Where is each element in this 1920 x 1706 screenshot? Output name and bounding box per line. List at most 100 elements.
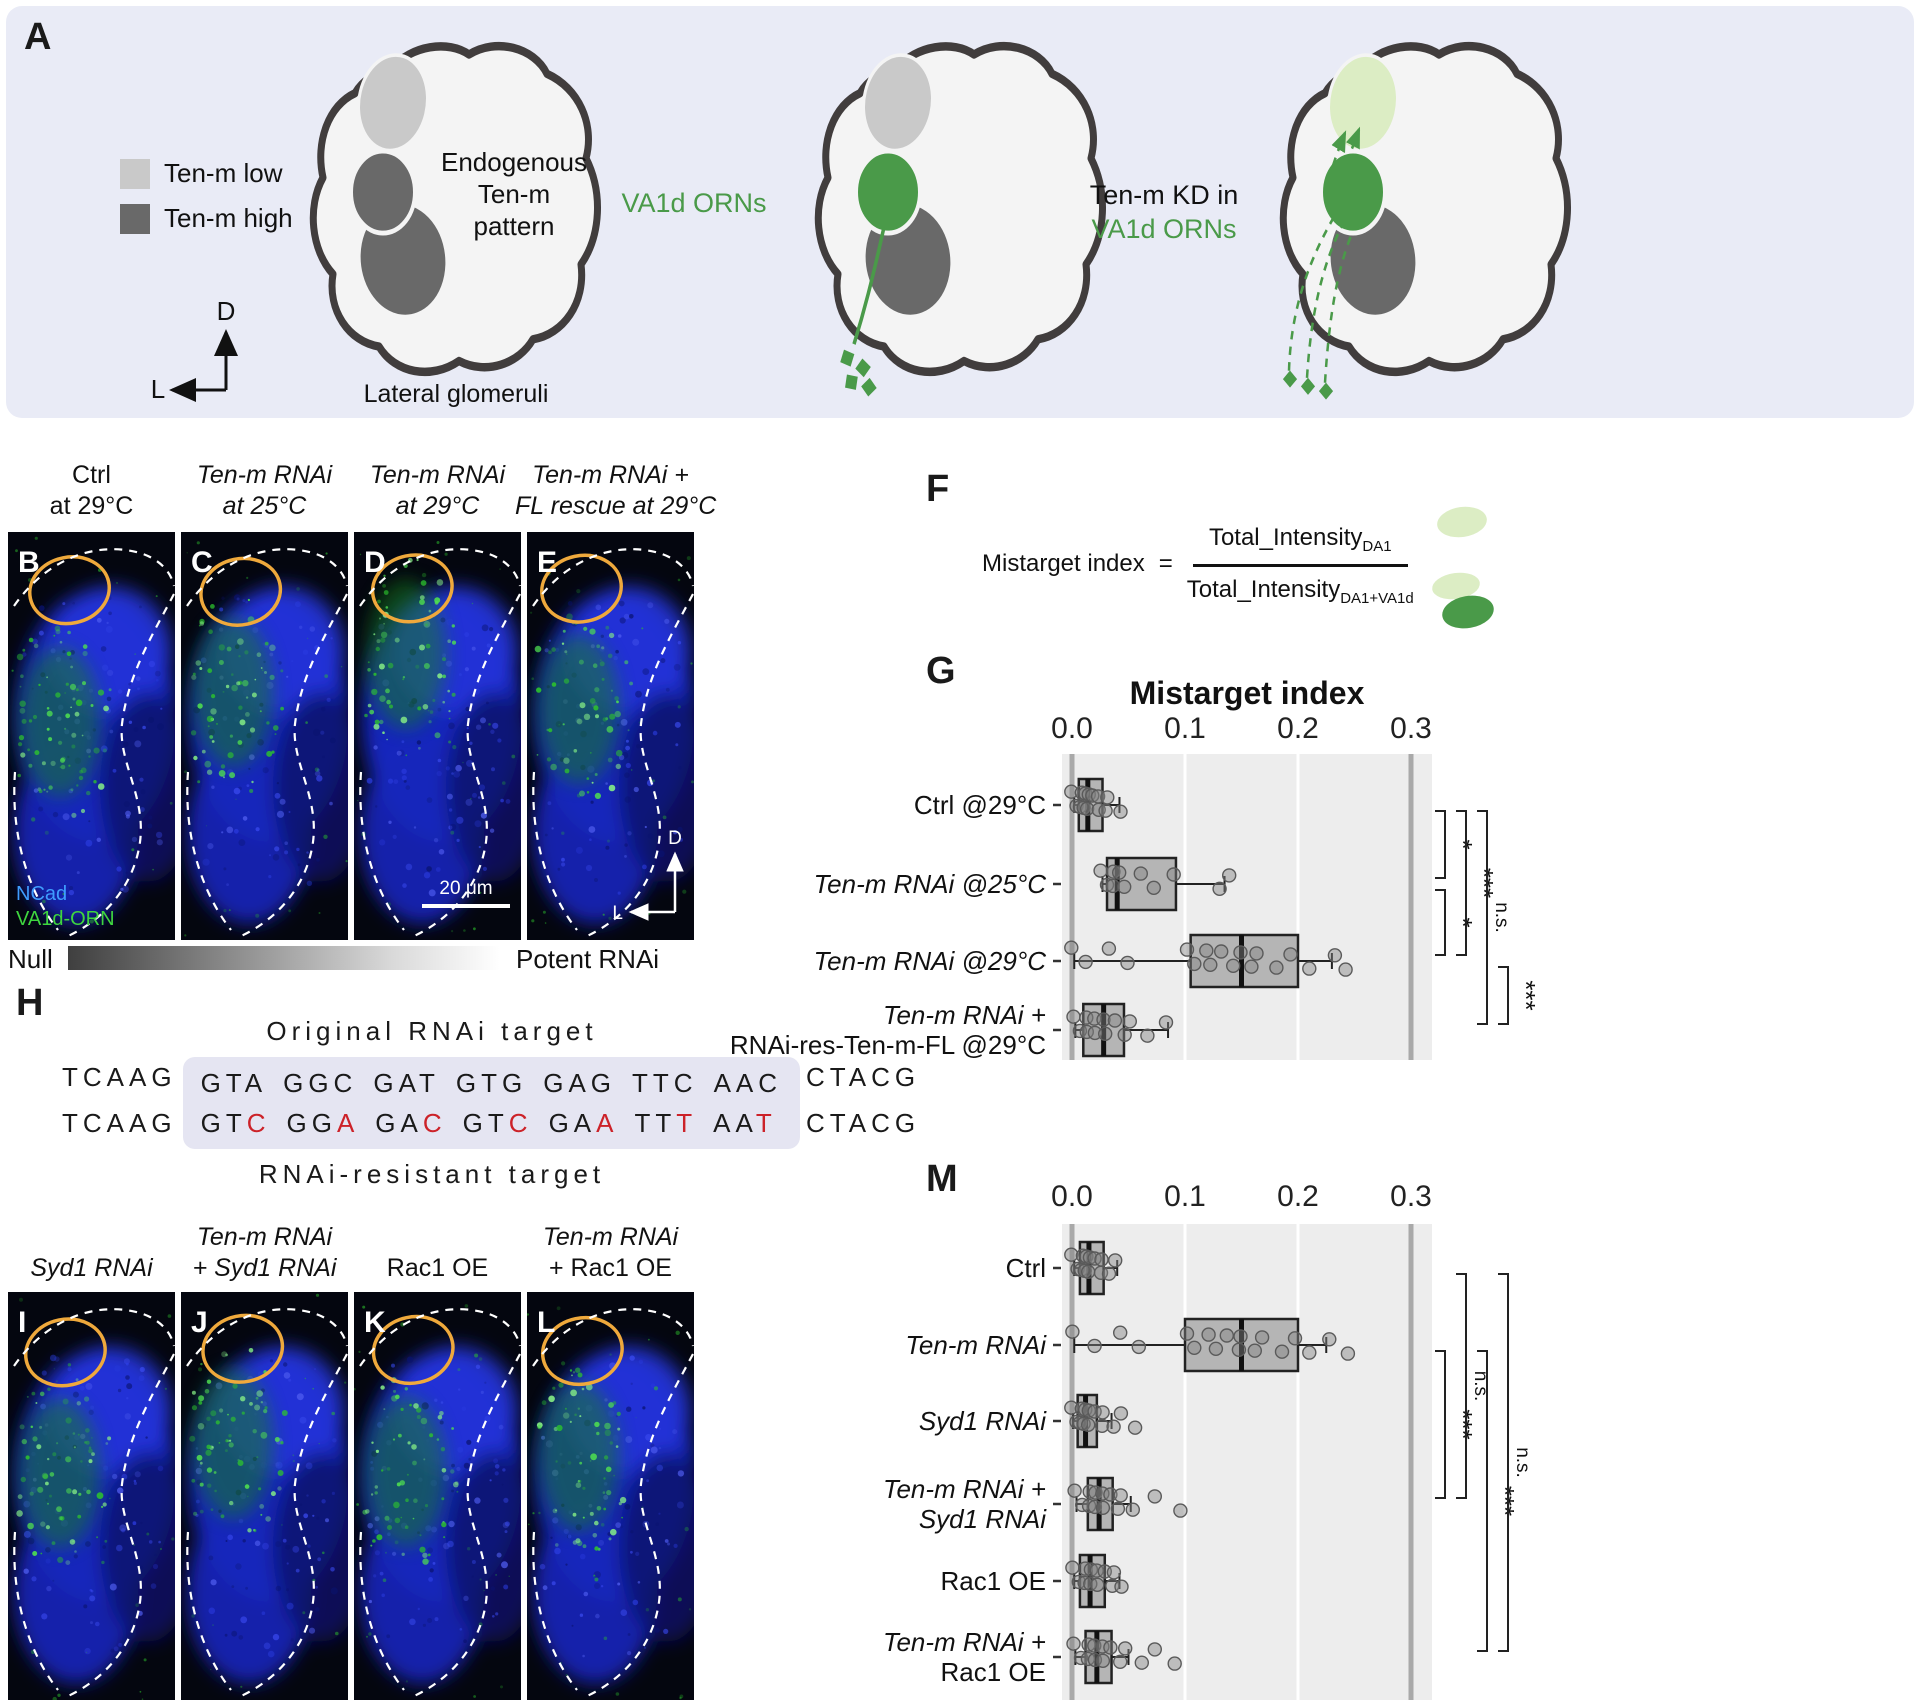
row-label: Ten-m RNAi +: [883, 1474, 1046, 1504]
micrograph-title-line: at 25°C: [222, 492, 307, 520]
data-point: [1078, 954, 1093, 970]
da1-glomerulus: [862, 53, 934, 153]
lateral-label: L: [151, 374, 165, 404]
lobe-boundary-dashed: [186, 1531, 232, 1691]
da1-outline: [28, 555, 111, 626]
data-point: [1166, 867, 1181, 882]
orn-cell-body: [1318, 382, 1334, 400]
data-point: [1120, 955, 1135, 971]
data-point: [1208, 1341, 1224, 1357]
x-tick-label: 0.3: [1390, 1180, 1432, 1213]
data-point: [1094, 1252, 1109, 1267]
significance-bracket: [1435, 810, 1446, 879]
significance-bracket: [1435, 1350, 1446, 1499]
data-point: [1131, 1339, 1146, 1355]
va1d-orn-channel: [16, 1297, 175, 1700]
micrograph-title-c: Ten-m RNAi at 25°C: [169, 452, 360, 522]
micrograph-title-j: Ten-m RNAi + Syd1 RNAi: [169, 1214, 360, 1284]
lobe-boundary-dashed: [238, 1353, 348, 1699]
data-point: [1287, 1331, 1303, 1346]
glomeruli-icons: [1431, 506, 1494, 629]
da1-outline: [23, 1317, 107, 1388]
data-point: [1134, 1655, 1149, 1670]
x-tick-label: 0.0: [1051, 712, 1093, 745]
data-point: [1114, 1579, 1129, 1594]
codon-original: TTC: [632, 1068, 698, 1098]
ncad-texture: [367, 1356, 510, 1643]
micrograph-letter: K: [364, 1306, 386, 1339]
data-point: [1113, 1406, 1129, 1421]
significance-label: ***: [1490, 1486, 1520, 1516]
data-point: [1249, 946, 1264, 961]
legend-row-high: Ten-m high: [120, 203, 293, 234]
data-point: [1233, 1329, 1248, 1344]
data-point: [1066, 1009, 1081, 1024]
va1d-orn-channel: [11, 536, 173, 924]
x-tick-label: 0.2: [1277, 1180, 1319, 1213]
lobe-boundary-dashed: [532, 771, 578, 931]
data-point: [1090, 1577, 1105, 1592]
legend-row-low: Ten-m low: [120, 158, 293, 189]
data-point: [1167, 1656, 1182, 1671]
data-point: [1283, 947, 1298, 962]
micrograph-title-line: Ten-m RNAi: [196, 461, 333, 489]
orn-cell-body: [855, 358, 871, 378]
micrograph-title-e: Ten-m RNAi + FL rescue at 29°C: [515, 452, 717, 522]
va1d-orn-channel: [189, 1293, 347, 1688]
lobe-boundary-dashed: [186, 548, 348, 607]
boxplot-mistarget-index-g: 0.0 0.1 0.2 0.3 Mistarget index Ctrl @29°C Ten…: [730, 675, 1541, 1060]
data-point: [1247, 1343, 1262, 1358]
panel-g-label: G: [926, 650, 956, 692]
micrograph-title-line: FL rescue at 29°C: [515, 492, 717, 520]
da1-outline: [201, 1313, 285, 1384]
data-point: [1103, 1487, 1118, 1502]
lobe-boundary-dashed: [584, 593, 694, 939]
data-point: [1203, 957, 1218, 972]
micrograph-letter: L: [537, 1306, 555, 1339]
mutated-base: C: [422, 1108, 447, 1138]
lobe-boundary-dashed: [186, 771, 232, 931]
micrograph-j: J: [181, 1292, 348, 1700]
significance-label: ***: [1448, 1409, 1478, 1439]
denominator-subscript: DA1+VA1d: [1340, 589, 1414, 607]
significance-bracket: [1456, 810, 1467, 956]
significance-bracket: [1456, 1273, 1467, 1499]
panel-h-label: H: [16, 982, 44, 1024]
micrograph-title-line: Ctrl: [72, 461, 111, 489]
data-point: [1105, 878, 1120, 894]
mutated-base: C: [246, 1108, 271, 1138]
significance-label: n.s.: [1470, 1371, 1491, 1402]
data-point: [1081, 1637, 1096, 1652]
fraction-numerator: Total_IntensityDA1: [1192, 522, 1408, 567]
mutated-base: A: [336, 1108, 360, 1138]
significance-label: *: [1448, 917, 1478, 927]
data-point: [1127, 1420, 1143, 1435]
data-point: [1081, 1264, 1096, 1280]
da1-outline: [540, 553, 623, 624]
row-label: Rac1 OE: [941, 1566, 1047, 1596]
panel-f-label: F: [926, 468, 950, 510]
lobe-boundary-dashed: [13, 771, 59, 931]
kd-axon-dashed: [1331, 130, 1347, 167]
data-point: [1125, 1502, 1140, 1517]
micrograph-title-line: Syd1 RNAi: [30, 1254, 153, 1282]
data-point: [1113, 1488, 1128, 1503]
data-point: [1112, 865, 1127, 880]
mutated-base: T: [676, 1108, 698, 1138]
row-label: Ctrl: [1006, 1253, 1046, 1283]
data-point: [1103, 1640, 1118, 1655]
micrograph-title-line: Ten-m RNAi: [542, 1223, 679, 1251]
orn-cell-body: [861, 377, 877, 397]
significance-label: n.s.: [1512, 1447, 1533, 1478]
da1-icon: [1436, 506, 1487, 538]
lobe-boundary-dashed: [13, 548, 175, 607]
lobe-boundary-dashed: [186, 1308, 348, 1367]
plot-area: [1062, 1224, 1432, 1700]
panel-h-sequences: Original RNAi target TCAAG GTA GGC GAT GTG GA…: [52, 1016, 926, 1190]
ten-m-kd-label-line1: Ten-m KD in: [1089, 180, 1239, 210]
orn-cell-body: [845, 374, 858, 390]
da1-outline: [199, 556, 283, 627]
panel-m-label: M: [926, 1158, 958, 1200]
mutated-base: T: [755, 1108, 777, 1138]
denominator-text: Total_Intensity: [1186, 575, 1341, 603]
